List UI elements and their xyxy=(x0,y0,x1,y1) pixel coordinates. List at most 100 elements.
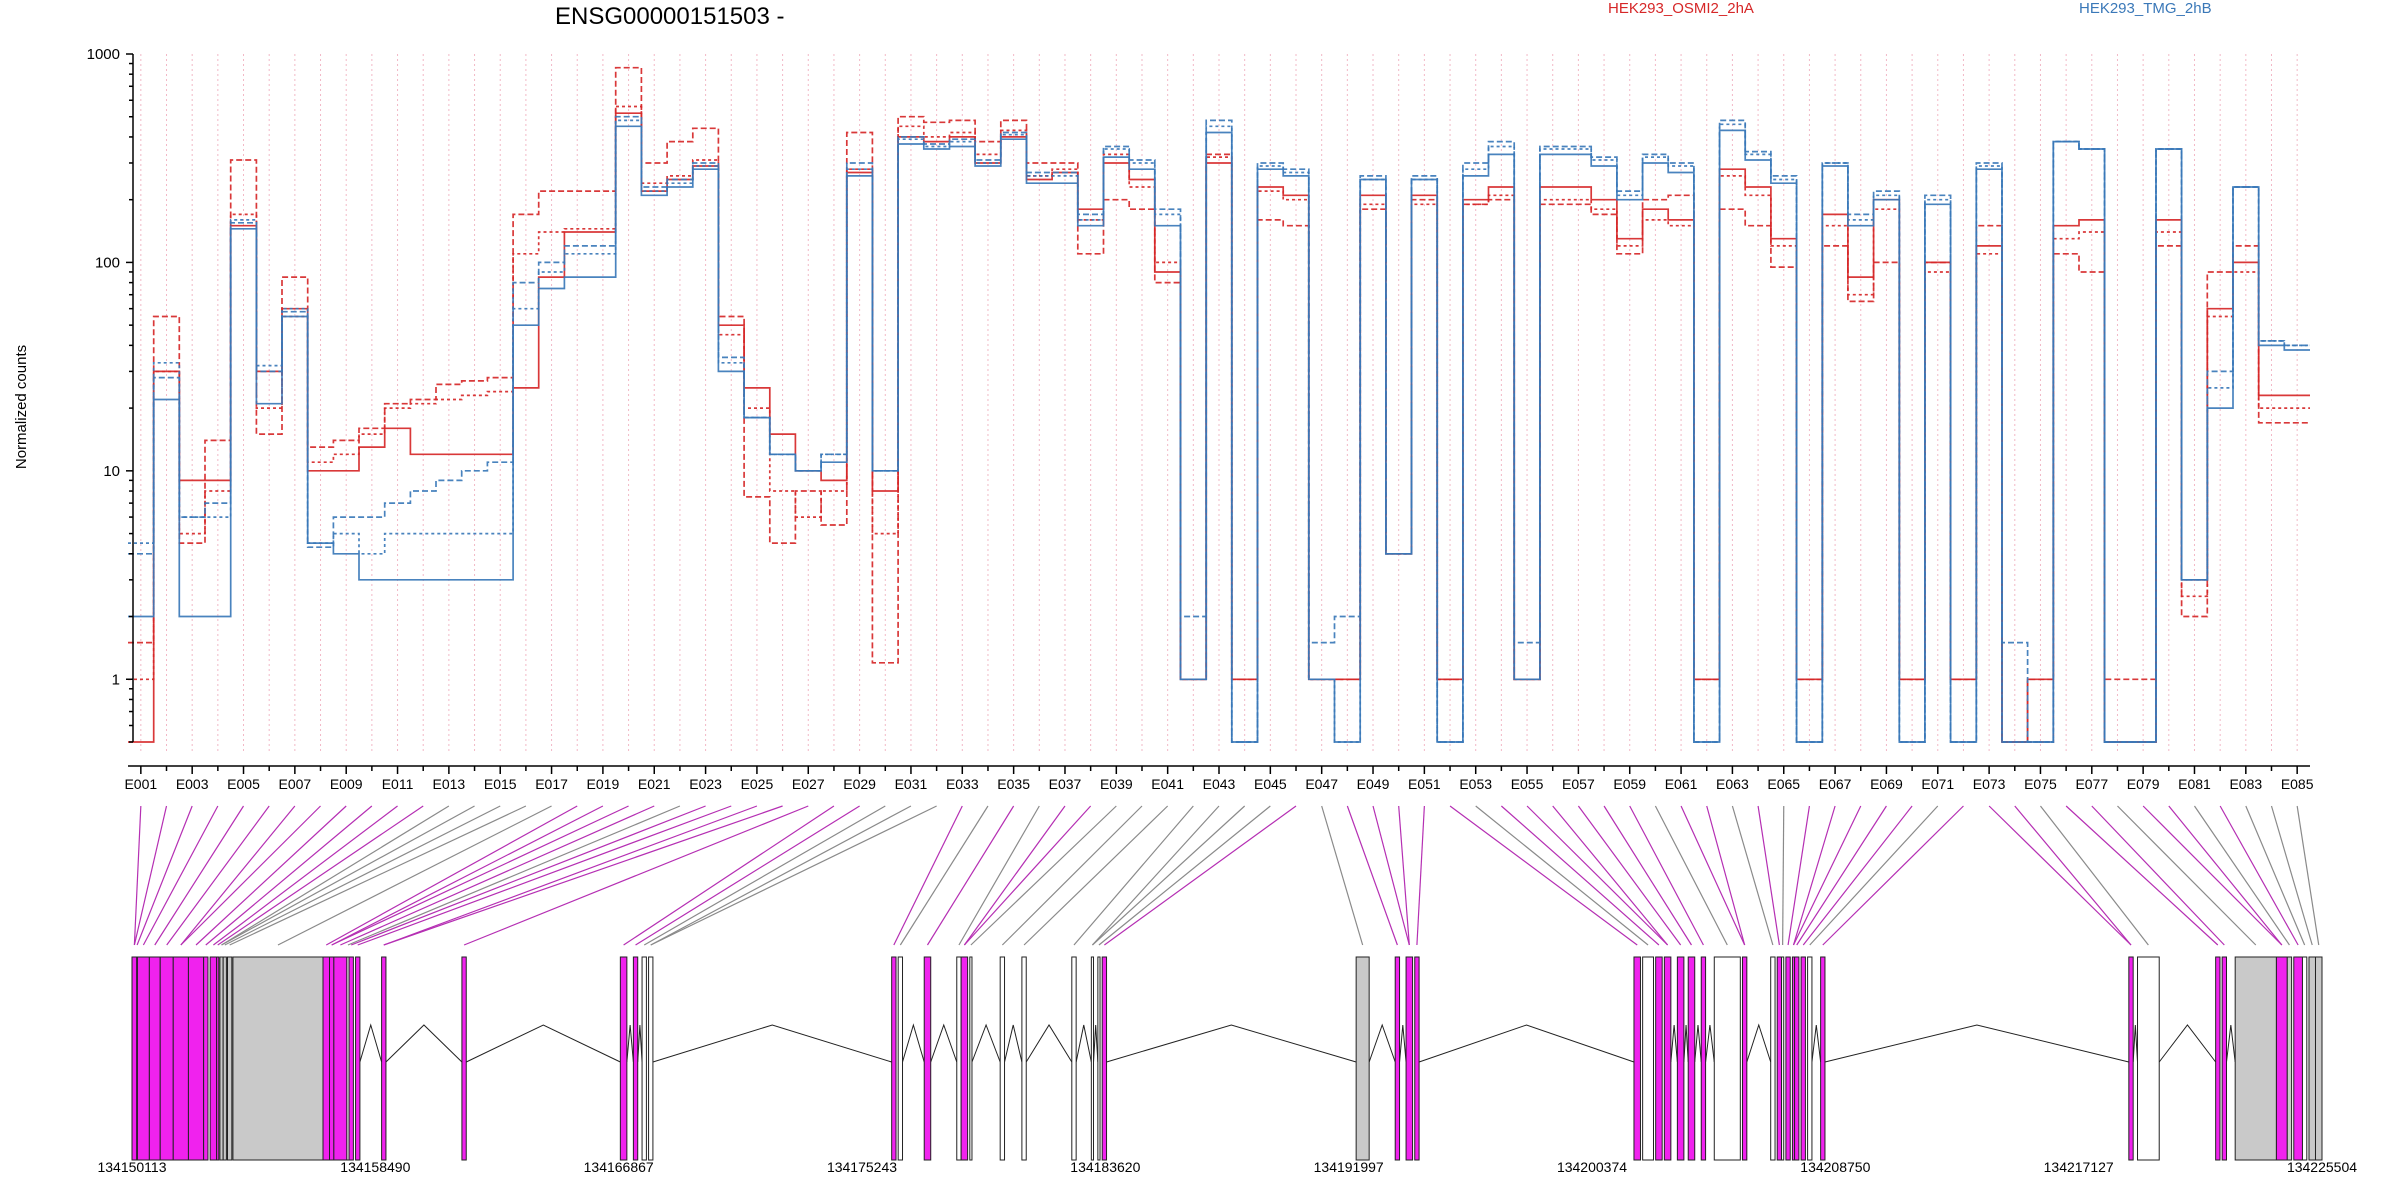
x-tick-label: E079 xyxy=(2127,776,2160,792)
y-tick-label: 100 xyxy=(95,254,120,271)
x-tick-label: E067 xyxy=(1819,776,1852,792)
exon-connector xyxy=(1023,805,1169,946)
exon-block xyxy=(1770,956,1776,1161)
exon-connector xyxy=(1792,805,1836,946)
exon-connector xyxy=(2245,805,2306,946)
exon-connector xyxy=(1629,805,1704,946)
exon-connector xyxy=(1372,805,1410,946)
exon-connector xyxy=(1757,805,1780,946)
intron-line xyxy=(1399,1024,1407,1063)
exon-connector xyxy=(963,805,1066,946)
exon-connector xyxy=(893,805,963,946)
exon-connector xyxy=(350,805,706,946)
exon-connector xyxy=(643,805,886,946)
exon-connector xyxy=(357,805,732,946)
exon-connector xyxy=(1398,805,1410,946)
exon-connector xyxy=(970,805,1117,946)
exon-block xyxy=(1663,956,1672,1161)
exon-block xyxy=(1807,956,1813,1161)
exon-connector xyxy=(1706,805,1746,946)
exon-block xyxy=(1785,956,1791,1161)
x-tick-label: E039 xyxy=(1100,776,1133,792)
exon-block xyxy=(1794,956,1800,1161)
y-tick-label: 10 xyxy=(103,463,120,480)
exon-connector xyxy=(2296,805,2320,946)
exon-connector xyxy=(1500,805,1660,946)
exon-connector xyxy=(1526,805,1669,946)
exon-connector xyxy=(2270,805,2313,946)
exon-block xyxy=(923,956,932,1161)
intron-line xyxy=(1106,1024,1357,1063)
x-tick-label: E015 xyxy=(484,776,517,792)
x-tick-label: E063 xyxy=(1716,776,1749,792)
genome-coordinate-label: 134225504 xyxy=(2287,1159,2357,1175)
intron-line xyxy=(1670,1024,1678,1063)
exon-connector xyxy=(221,805,450,946)
exon-block xyxy=(1021,956,1027,1161)
intron-line xyxy=(626,1024,634,1063)
gene-model: 134150113 134158490 134166867 134175243 1341… xyxy=(97,956,2357,1175)
x-tick-label: E003 xyxy=(176,776,209,792)
x-tick-label: E037 xyxy=(1049,776,1082,792)
exon-connector xyxy=(1809,805,1939,946)
exon-connector xyxy=(142,805,219,946)
exon-connector xyxy=(2065,805,2219,946)
exon-block xyxy=(381,956,387,1161)
intron-line xyxy=(1705,1024,1715,1063)
exon-connector xyxy=(347,805,681,946)
exon-connectors xyxy=(133,805,2320,946)
exon-block xyxy=(131,956,138,1161)
exon-connector xyxy=(1731,805,1774,946)
exon-connector xyxy=(325,805,578,946)
exon-connector xyxy=(1001,805,1143,946)
intron-line xyxy=(652,1024,892,1063)
genome-coordinate-label: 134166867 xyxy=(584,1159,654,1175)
exon-block xyxy=(897,956,904,1161)
x-tick-label: E047 xyxy=(1305,776,1338,792)
exon-connector xyxy=(1449,805,1638,946)
exon-connector xyxy=(2168,805,2283,946)
exon-connector xyxy=(1782,805,1785,946)
exon-block xyxy=(1101,956,1108,1161)
series-line-osmi2-rep1 xyxy=(128,112,2310,743)
exon-block xyxy=(969,956,973,1161)
exon-connector xyxy=(650,805,937,946)
exon-connector xyxy=(635,805,860,946)
exon-connector xyxy=(383,805,783,946)
exon-connector xyxy=(1680,805,1746,946)
x-tick-label: E077 xyxy=(2075,776,2108,792)
exon-block xyxy=(322,956,331,1161)
exon-connector xyxy=(963,805,1092,946)
x-tick-label: E025 xyxy=(741,776,774,792)
exon-block xyxy=(2308,956,2316,1161)
exon-block xyxy=(1655,956,1663,1161)
exon-connector xyxy=(2142,805,2283,946)
exon-block xyxy=(1800,956,1806,1161)
exon-connector xyxy=(1792,805,1862,946)
x-tick-label: E035 xyxy=(997,776,1030,792)
exon-connector xyxy=(2117,805,2257,946)
exon-connector xyxy=(958,805,1040,946)
series-line-osmi2-rep2 xyxy=(128,105,2310,743)
exon-connector xyxy=(2014,805,2132,946)
exon-block xyxy=(1097,956,1101,1161)
intron-line xyxy=(1418,1024,1635,1063)
intron-line xyxy=(1746,1023,1772,1063)
exon-connector xyxy=(1787,805,1811,946)
y-tick-label: 1000 xyxy=(87,46,120,63)
exon-block xyxy=(203,956,209,1161)
x-tick-label: E065 xyxy=(1767,776,1800,792)
intron-line xyxy=(2226,1024,2236,1063)
exon-block xyxy=(2215,956,2221,1161)
exon-block xyxy=(1355,956,1370,1161)
exon-block xyxy=(1633,956,1641,1161)
exon-block xyxy=(960,956,969,1161)
x-tick-label: E011 xyxy=(382,776,414,792)
vertical-gridlines xyxy=(140,54,2298,752)
x-tick-label: E009 xyxy=(330,776,363,792)
exon-block xyxy=(1090,956,1095,1161)
exon-block xyxy=(187,956,205,1161)
genome-coordinate-label: 134158490 xyxy=(340,1159,410,1175)
exon-block xyxy=(1687,956,1696,1161)
